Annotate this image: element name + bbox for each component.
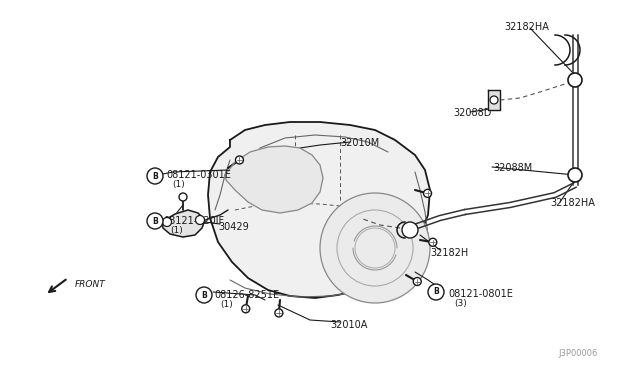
Circle shape xyxy=(195,215,205,224)
Text: J3P00006: J3P00006 xyxy=(559,349,598,358)
Text: 32182H: 32182H xyxy=(430,248,468,258)
Text: B: B xyxy=(152,171,158,180)
Polygon shape xyxy=(162,210,205,237)
Text: (1): (1) xyxy=(220,300,233,309)
Text: 32010M: 32010M xyxy=(340,138,380,148)
Circle shape xyxy=(568,168,582,182)
Circle shape xyxy=(402,222,418,238)
Text: B: B xyxy=(152,217,158,225)
Circle shape xyxy=(424,189,431,198)
Text: B: B xyxy=(433,288,439,296)
Text: 08121-0801E: 08121-0801E xyxy=(448,289,513,299)
Text: 08126-8251E: 08126-8251E xyxy=(214,290,279,300)
Text: (1): (1) xyxy=(172,180,185,189)
Circle shape xyxy=(236,156,243,164)
Circle shape xyxy=(179,193,187,201)
Text: (3): (3) xyxy=(454,299,467,308)
Text: 32182HA: 32182HA xyxy=(550,198,595,208)
Text: 32088M: 32088M xyxy=(493,163,532,173)
Polygon shape xyxy=(208,122,430,298)
Polygon shape xyxy=(488,90,500,110)
Circle shape xyxy=(413,278,421,285)
Circle shape xyxy=(147,213,163,229)
Circle shape xyxy=(490,96,498,104)
Text: 08121-0301E: 08121-0301E xyxy=(166,170,231,180)
Text: FRONT: FRONT xyxy=(75,280,106,289)
Circle shape xyxy=(320,193,430,303)
Text: 32182HA: 32182HA xyxy=(504,22,549,32)
Text: 32010A: 32010A xyxy=(330,320,367,330)
Text: (1): (1) xyxy=(170,226,183,235)
Text: B: B xyxy=(201,291,207,299)
Polygon shape xyxy=(225,146,323,213)
Text: 32088D: 32088D xyxy=(453,108,492,118)
Circle shape xyxy=(428,284,444,300)
Circle shape xyxy=(275,309,283,317)
Circle shape xyxy=(147,168,163,184)
Circle shape xyxy=(429,238,437,246)
Circle shape xyxy=(568,73,582,87)
Circle shape xyxy=(163,218,172,227)
Circle shape xyxy=(196,287,212,303)
Text: 08121-020lF: 08121-020lF xyxy=(163,216,224,226)
Text: 30429: 30429 xyxy=(218,222,249,232)
Circle shape xyxy=(242,305,250,313)
